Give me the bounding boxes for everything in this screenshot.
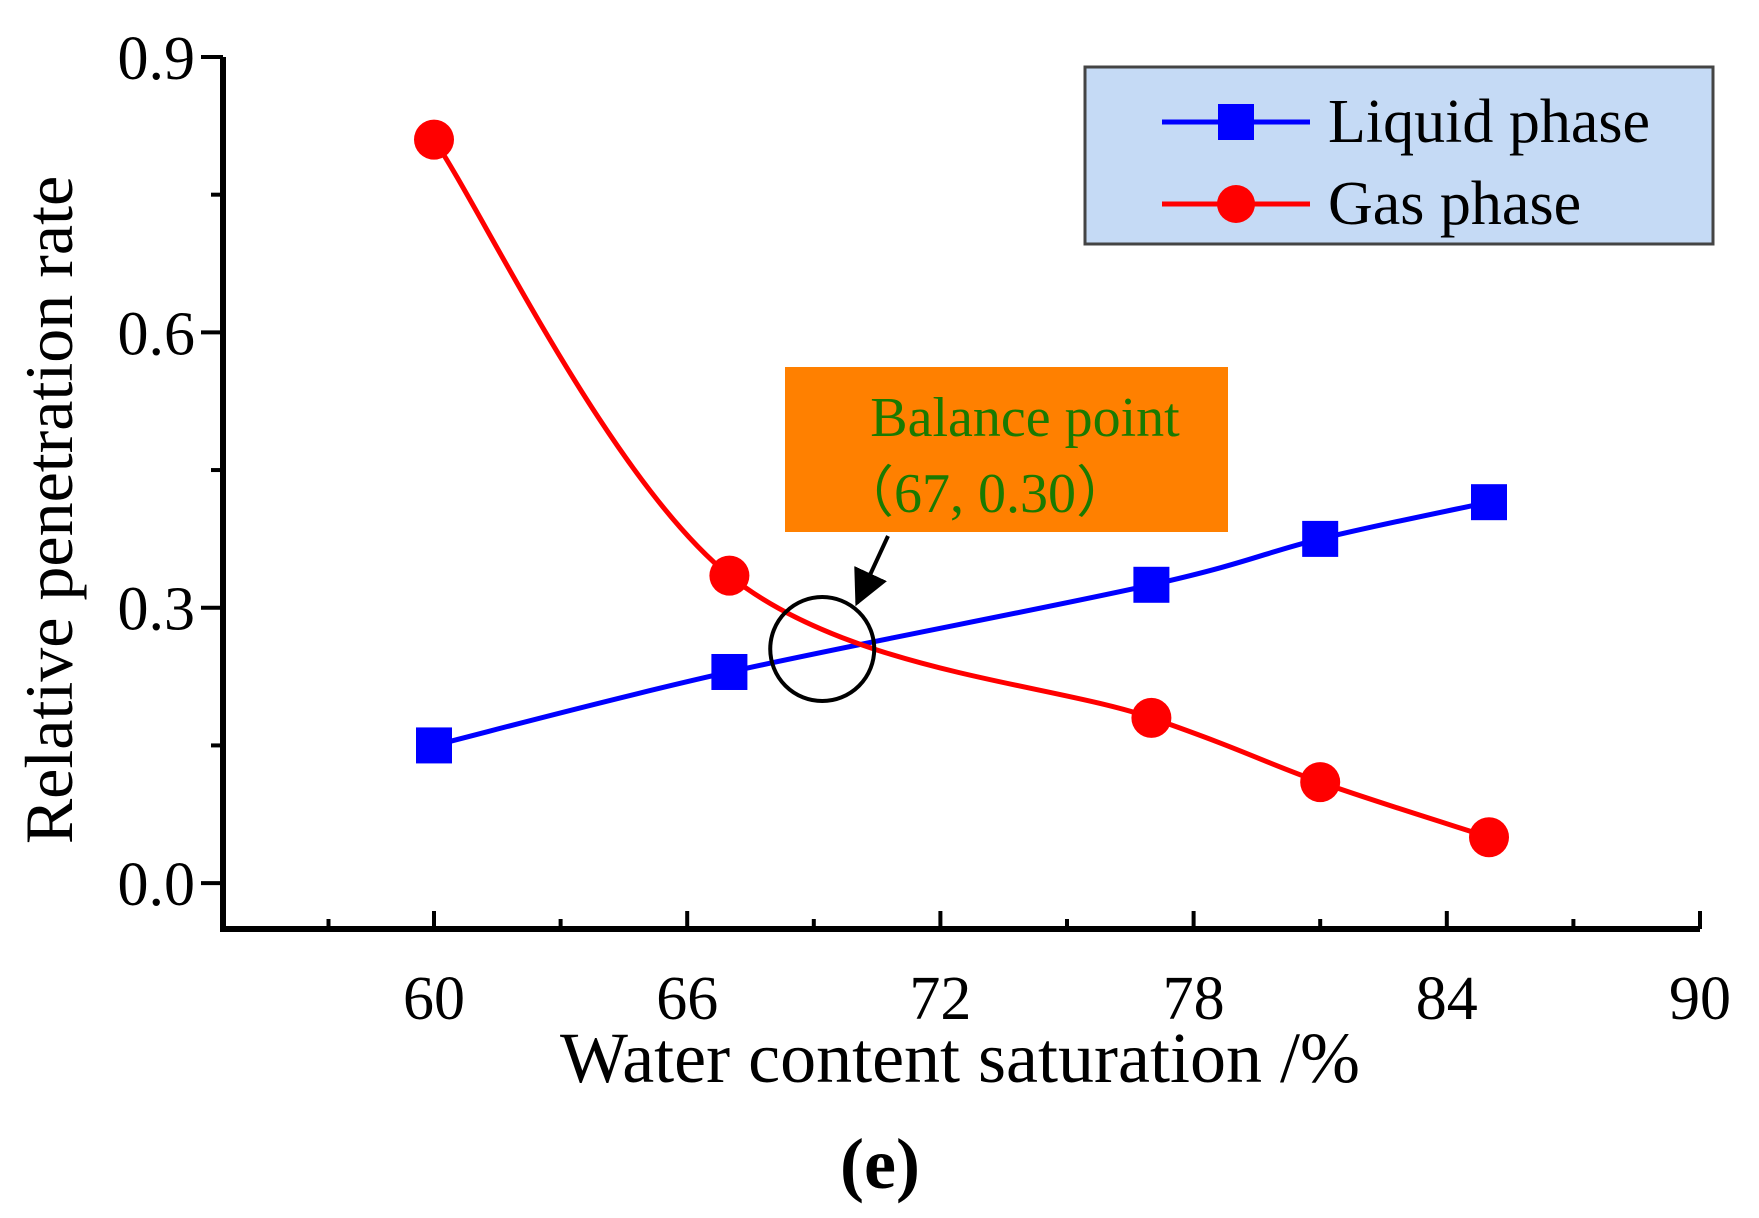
- y-axis-title: Relative penetration rate: [11, 176, 87, 844]
- x-tick-label: 60: [403, 965, 465, 1033]
- gas-phase-point: [1300, 762, 1341, 803]
- x-axis-title: Water content saturation /%: [560, 1018, 1360, 1098]
- liquid-phase-point: [1133, 566, 1170, 603]
- annotation-title: Balance point: [870, 387, 1180, 449]
- panel-label: (e): [840, 1124, 920, 1204]
- annotation-arrow: [854, 535, 890, 607]
- balance-point-circle: [768, 595, 877, 704]
- gas-phase-point: [414, 119, 454, 160]
- legend-liquid-label: Liquid phase: [1328, 88, 1650, 156]
- y-tick-label: 0.3: [118, 576, 196, 644]
- y-tick-label: 0.9: [118, 25, 196, 93]
- liquid-phase-point: [1471, 484, 1507, 521]
- liquid-phase-point: [416, 727, 452, 764]
- liquid-phase-point: [1302, 520, 1339, 557]
- legend-box: [1083, 65, 1715, 246]
- balance-point-annotation: Balance point （67, 0.30）: [768, 367, 1228, 704]
- legend-gas-circle-icon: [1217, 185, 1255, 223]
- axis-ticks: 60 66 72 78 84 90 0.0 0.3 0.6 0.9: [118, 25, 1732, 1033]
- legend-liquid-square-icon: [1218, 104, 1254, 140]
- legend: Liquid phase Gas phase: [1083, 65, 1715, 246]
- gas-phase-point: [1131, 697, 1172, 738]
- legend-gas-label: Gas phase: [1328, 170, 1581, 238]
- annotation-box: [785, 367, 1228, 532]
- liquid-phase-line: [433, 499, 1490, 748]
- x-tick-label: 78: [1163, 965, 1225, 1033]
- x-tick-label: 90: [1669, 965, 1731, 1033]
- y-tick-label: 0.0: [118, 851, 196, 919]
- y-tick-label: 0.6: [118, 300, 196, 368]
- x-tick-label: 66: [656, 965, 718, 1033]
- x-tick-label: 84: [1416, 965, 1478, 1033]
- liquid-phase-point: [711, 653, 748, 690]
- gas-phase-point: [709, 555, 750, 596]
- annotation-value: （67, 0.30）: [838, 463, 1132, 525]
- x-tick-label: 72: [909, 965, 971, 1033]
- plot-area: [414, 119, 1509, 858]
- gas-phase-point: [1469, 817, 1509, 858]
